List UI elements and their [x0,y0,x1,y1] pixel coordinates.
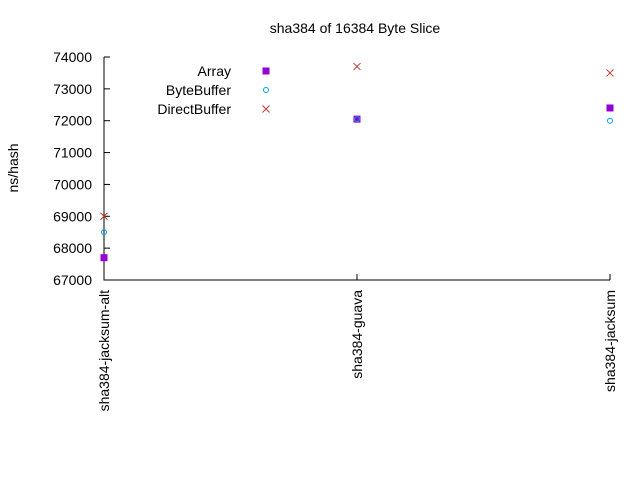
data-point-array [100,254,108,262]
y-axis-label: ns/hash [5,143,21,192]
legend-label: Array [198,63,231,79]
legend-label: ByteBuffer [166,82,231,98]
y-tick-label: 68000 [53,240,92,256]
y-tick-label: 70000 [53,176,92,192]
chart-title: sha384 of 16384 Byte Slice [270,20,441,36]
x-tick-label: sha384-jacksum [602,290,618,392]
legend-marker-array [262,67,270,75]
data-point-array [606,104,614,112]
y-tick-label: 69000 [53,208,92,224]
data-point-bytebuffer [101,229,107,236]
y-ticks: 67000 68000 69000 70000 71000 72000 73000 74000 [53,49,110,288]
data-point-directbuffer [100,212,108,221]
x-tick-label: sha384-guava [349,290,365,379]
data-point-directbuffer [353,62,361,71]
x-tick-label: sha384-jacksum-alt [96,290,112,411]
data-point-directbuffer [606,69,614,77]
data-point-bytebuffer [354,116,360,123]
legend-marker-directbuffer [262,105,270,113]
y-tick-label: 74000 [53,49,92,65]
x-ticks: sha384-jacksum-alt sha384-guava sha384-jac… [96,274,618,411]
y-tick-label: 72000 [53,113,92,129]
legend-label: DirectBuffer [157,101,231,117]
y-tick-label: 67000 [53,272,92,288]
legend: Array ByteBuffer DirectBuffer [157,63,270,117]
data-point-array [353,115,361,123]
data-points [100,62,614,262]
legend-marker-bytebuffer [263,87,269,93]
y-tick-label: 71000 [53,145,92,161]
y-tick-label: 73000 [53,81,92,97]
data-point-bytebuffer [607,117,613,124]
